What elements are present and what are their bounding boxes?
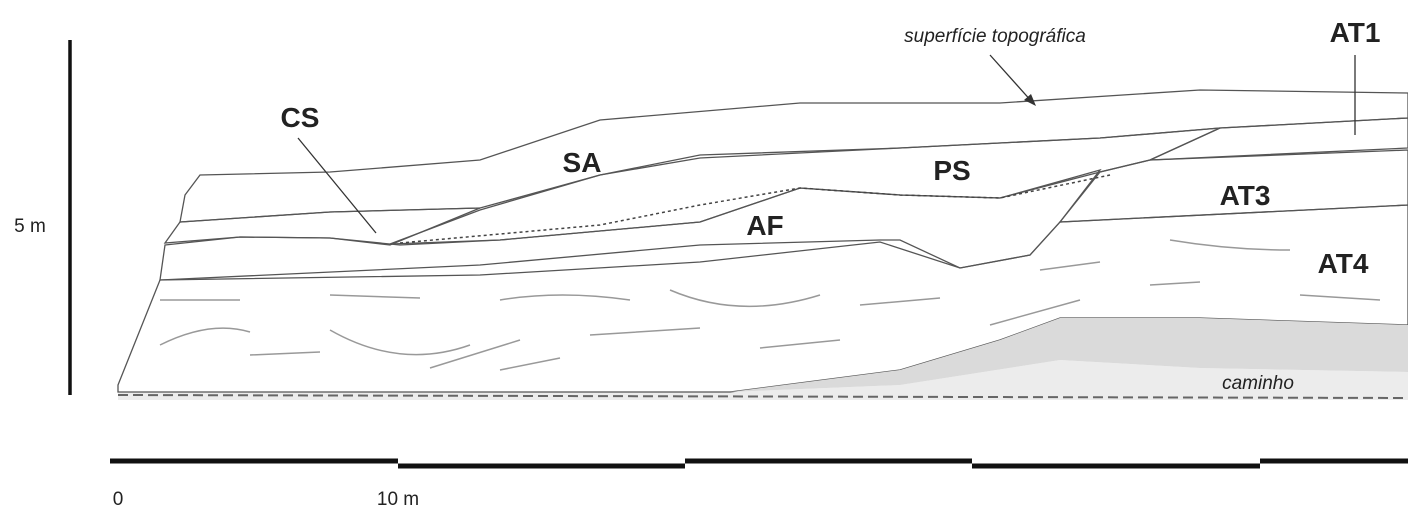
- ps-layer: [390, 128, 1220, 244]
- unit-label: AT1: [1330, 17, 1381, 48]
- scale-start-label: 0: [113, 489, 124, 510]
- surface-label: superfície topográfica: [904, 26, 1086, 47]
- scale-mark-label: 10 m: [377, 489, 419, 510]
- vertical-scale-label: 5 m: [14, 216, 46, 237]
- af-layer: [160, 170, 1100, 280]
- unit-label: AT4: [1318, 248, 1369, 279]
- cs-leader: [298, 138, 376, 233]
- unit-label: PS: [933, 155, 970, 186]
- unit-label: CS: [281, 102, 320, 133]
- path-label: caminho: [1222, 373, 1294, 394]
- surface-leader: [990, 55, 1033, 103]
- horizontal-scale: [110, 461, 1408, 466]
- unit-label: AF: [746, 210, 783, 241]
- unit-label: SA: [563, 147, 602, 178]
- unit-label: AT3: [1220, 180, 1271, 211]
- cross-section: superfície topográfica caminho 5 m 0 10 …: [0, 0, 1408, 515]
